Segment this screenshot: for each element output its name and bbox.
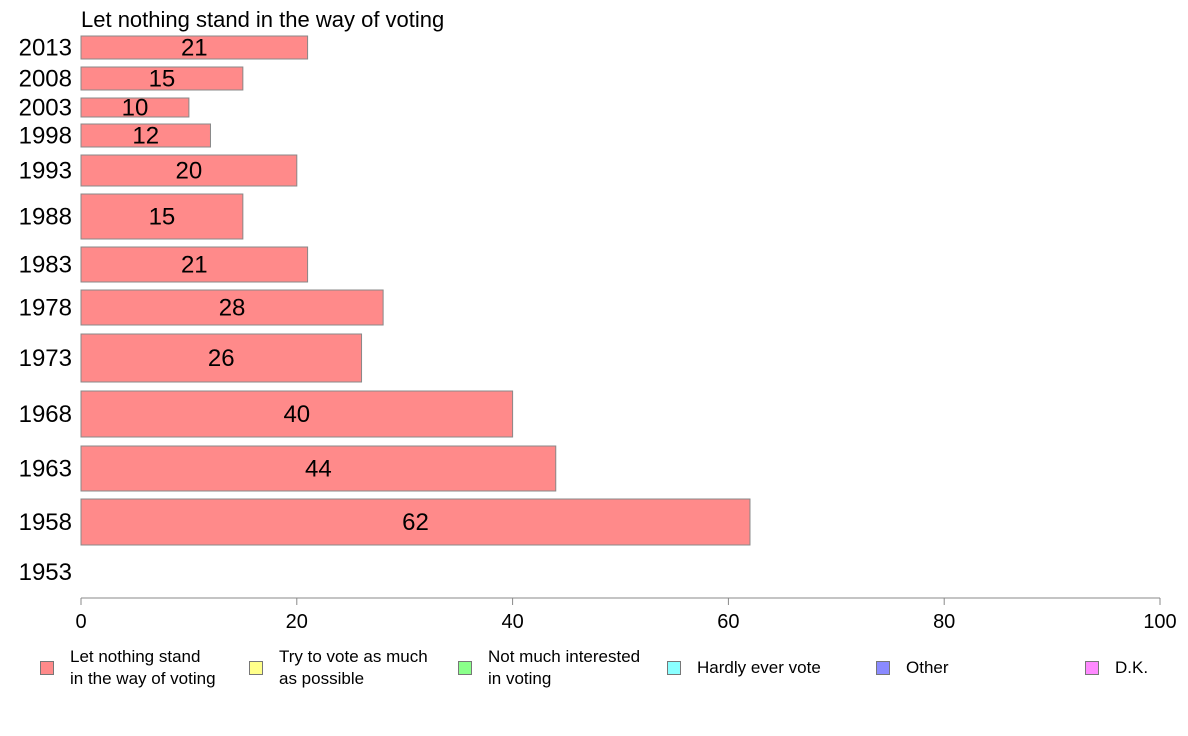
category-label: 1958 xyxy=(19,509,72,536)
category-label: 2013 xyxy=(19,35,72,62)
x-tick-label: 0 xyxy=(75,611,86,633)
data-label: 12 xyxy=(132,123,159,150)
category-label: 2003 xyxy=(19,95,72,122)
category-label: 1978 xyxy=(19,295,72,322)
bar xyxy=(80,498,751,546)
legend-label: Not much interested in voting xyxy=(488,647,641,688)
data-label: 10 xyxy=(122,95,149,122)
legend-swatch xyxy=(40,661,54,675)
data-label: 28 xyxy=(219,295,246,322)
bar xyxy=(80,97,190,118)
bar xyxy=(80,35,309,60)
bar xyxy=(80,193,244,240)
legend-swatch xyxy=(249,661,263,675)
legend-label: Other xyxy=(906,658,949,677)
category-label: 1993 xyxy=(19,158,72,185)
data-label: 26 xyxy=(208,345,235,372)
legend-item: Not much interested in voting xyxy=(458,646,640,690)
bar xyxy=(80,154,298,187)
bar xyxy=(80,246,309,283)
category-label: 1963 xyxy=(19,456,72,483)
data-label: 21 xyxy=(181,35,208,62)
x-tick-label: 60 xyxy=(717,611,739,633)
category-label: 1968 xyxy=(19,401,72,428)
legend-label: Hardly ever vote xyxy=(697,658,821,677)
category-label: 1983 xyxy=(19,252,72,279)
legend-label: D.K. xyxy=(1115,658,1149,677)
legend-swatch xyxy=(458,661,472,675)
x-tick-label: 100 xyxy=(1143,611,1176,633)
data-label: 15 xyxy=(149,204,176,231)
bar xyxy=(80,289,384,326)
x-axis: 0 20 40 60 80 100 xyxy=(75,597,1177,633)
legend-item: Let nothing stand in the way of voting xyxy=(40,646,216,690)
legend-label: Let nothing stand in the way of voting xyxy=(70,647,216,688)
legend: Let nothing stand in the way of voting Tr… xyxy=(0,646,1188,696)
category-label: 1998 xyxy=(19,123,72,150)
data-label: 20 xyxy=(176,158,203,185)
data-label: 44 xyxy=(305,456,332,483)
legend-label: Try to vote as much as possible xyxy=(279,647,428,688)
legend-swatch xyxy=(1085,661,1099,675)
bar xyxy=(80,390,514,438)
bar xyxy=(80,123,211,148)
bar xyxy=(80,445,557,492)
chart-title: Let nothing stand in the way of voting xyxy=(81,7,444,32)
data-label: 21 xyxy=(181,252,208,279)
category-label: 1953 xyxy=(19,559,72,586)
x-tick-label: 40 xyxy=(501,611,523,633)
bar xyxy=(80,333,363,383)
bar xyxy=(80,66,244,91)
bar-group: 2013 21 2008 15 2003 10 1998 12 1993 20 1988 15 1983… xyxy=(19,35,751,586)
legend-item: D.K. xyxy=(1085,646,1148,690)
legend-item: Try to vote as much as possible xyxy=(249,646,428,690)
category-label: 1973 xyxy=(19,345,72,372)
bar-chart: Let nothing stand in the way of voting 2… xyxy=(19,7,1177,633)
category-label: 1988 xyxy=(19,204,72,231)
category-label: 2008 xyxy=(19,66,72,93)
legend-swatch xyxy=(876,661,890,675)
legend-item: Hardly ever vote xyxy=(667,646,821,690)
data-label: 40 xyxy=(283,401,310,428)
legend-item: Other xyxy=(876,646,949,690)
data-label: 15 xyxy=(149,66,176,93)
x-tick-label: 80 xyxy=(933,611,955,633)
x-tick-label: 20 xyxy=(286,611,308,633)
data-label: 62 xyxy=(402,509,429,536)
legend-swatch xyxy=(667,661,681,675)
